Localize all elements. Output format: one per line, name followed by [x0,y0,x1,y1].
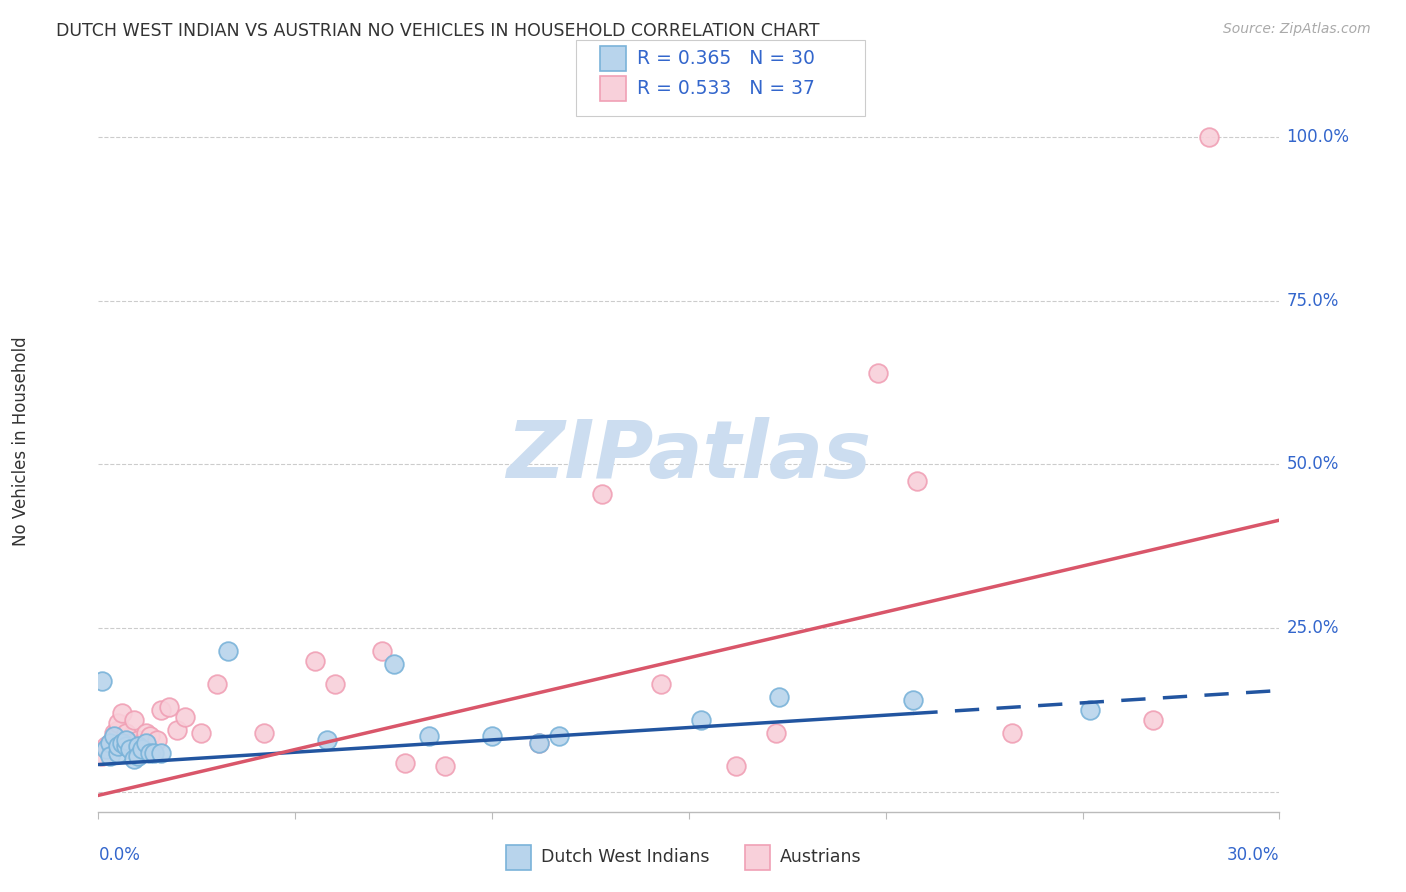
Text: R = 0.533   N = 37: R = 0.533 N = 37 [637,79,815,98]
Text: DUTCH WEST INDIAN VS AUSTRIAN NO VEHICLES IN HOUSEHOLD CORRELATION CHART: DUTCH WEST INDIAN VS AUSTRIAN NO VEHICLE… [56,22,820,40]
Point [903,693,925,707]
Point [150,746,173,760]
Point [135,726,157,740]
Point [217,644,239,658]
Point [157,699,180,714]
Point [111,706,134,721]
Point [650,677,672,691]
Point [103,726,125,740]
Text: R = 0.365   N = 30: R = 0.365 N = 30 [637,49,815,69]
Point [142,746,165,760]
Point [1001,726,1024,740]
Point [122,713,145,727]
Point [115,732,138,747]
Point [107,723,129,737]
Text: 75.0%: 75.0% [1286,292,1339,310]
Point [127,732,149,747]
Point [529,736,551,750]
Text: Source: ZipAtlas.com: Source: ZipAtlas.com [1223,22,1371,37]
Point [138,746,160,760]
Point [866,366,889,380]
Point [131,742,153,756]
Point [205,677,228,691]
Point [253,726,276,740]
Point [122,752,145,766]
Point [127,739,149,754]
Point [174,709,197,723]
Text: 25.0%: 25.0% [1286,619,1339,637]
Point [107,716,129,731]
Text: No Vehicles in Household: No Vehicles in Household [13,336,30,547]
Point [107,739,129,754]
Point [98,749,121,764]
Point [107,746,129,760]
Text: 30.0%: 30.0% [1227,846,1279,863]
Point [118,736,141,750]
Point [433,759,456,773]
Point [111,736,134,750]
Point [689,713,711,727]
Text: 50.0%: 50.0% [1286,456,1339,474]
Point [1198,129,1220,144]
Point [323,677,346,691]
Point [115,726,138,740]
Point [190,726,212,740]
Point [131,736,153,750]
Text: 100.0%: 100.0% [1286,128,1350,146]
Point [1080,703,1102,717]
Point [418,730,440,744]
Point [98,736,121,750]
Point [481,730,503,744]
Point [96,742,118,756]
Point [905,474,928,488]
Point [394,756,416,770]
Point [118,742,141,756]
Point [166,723,188,737]
Point [315,732,337,747]
Point [150,703,173,717]
Point [591,487,613,501]
Text: ZIPatlas: ZIPatlas [506,417,872,495]
Point [304,654,326,668]
Point [1142,713,1164,727]
Text: 0.0%: 0.0% [98,846,141,863]
Point [138,730,160,744]
Text: Austrians: Austrians [780,848,862,866]
Point [103,730,125,744]
Point [135,736,157,750]
Point [768,690,790,704]
Point [371,644,394,658]
Point [529,736,551,750]
Point [127,749,149,764]
Point [96,739,118,754]
Point [91,749,114,764]
Point [765,726,787,740]
Point [91,673,114,688]
Point [548,730,571,744]
Point [382,657,405,672]
Text: Dutch West Indians: Dutch West Indians [541,848,710,866]
Point [725,759,748,773]
Point [115,739,138,754]
Point [98,736,121,750]
Point [146,732,169,747]
